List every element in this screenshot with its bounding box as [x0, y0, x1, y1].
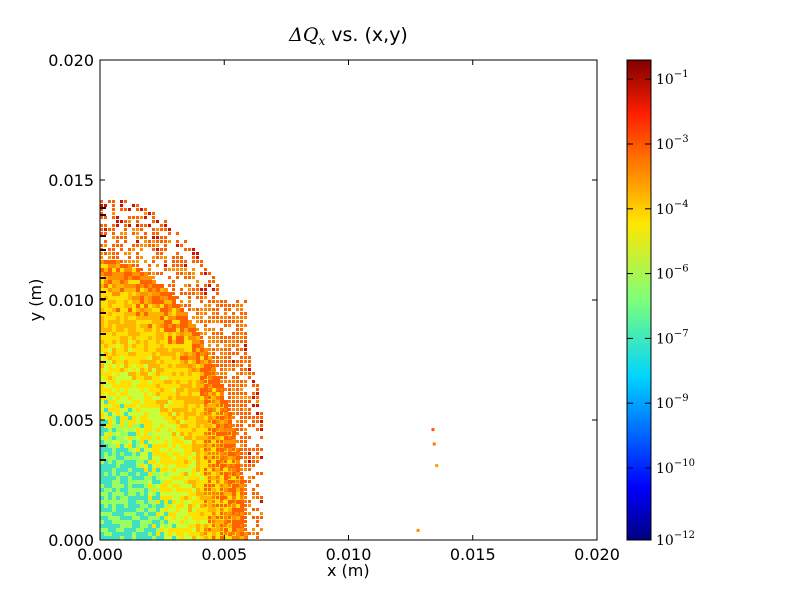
data-point [416, 528, 420, 532]
colorbar-label: 10−7 [656, 328, 689, 347]
y-axis-label: y (m) [25, 278, 45, 322]
colorbar-label: 10−6 [656, 264, 689, 283]
colorbar [626, 59, 652, 541]
colorbar-label: 10−1 [656, 69, 689, 88]
x-tick-label: 0.010 [326, 545, 372, 564]
x-axis-ticks: 0.000 0.005 0.010 0.015 0.020 [77, 60, 620, 564]
data-point [435, 464, 439, 468]
title-suffix: vs. (x,y) [325, 24, 408, 46]
x-tick-label: 0.005 [201, 545, 247, 564]
colorbar-label: 10−12 [656, 530, 695, 549]
x-tick-label: 0.000 [77, 545, 123, 564]
colorbar-label: 10−3 [656, 134, 689, 153]
isolated-points [416, 428, 439, 532]
x-axis-label: x (m) [327, 561, 370, 580]
y-tick-label: 0.005 [48, 411, 94, 430]
colorbar-label: 10−9 [656, 393, 689, 412]
title-math-subscript: x [318, 34, 326, 48]
y-tick-label: 0.020 [48, 51, 94, 70]
y-axis-ticks: 0.000 0.005 0.010 0.015 0.020 [48, 51, 597, 550]
colorbar-labels: 10−1 10−3 10−4 10−6 10−7 10−9 10−10 10−12 [627, 69, 695, 549]
chart-title: ΔQx vs. (x,y) [100, 24, 597, 48]
data-point [432, 442, 436, 446]
y-tick-label: 0.000 [48, 531, 94, 550]
data-point [431, 428, 435, 432]
y-tick-label: 0.010 [48, 291, 94, 310]
x-tick-label: 0.015 [450, 545, 496, 564]
heatmap-layer [100, 200, 263, 540]
y-tick-label: 0.015 [48, 171, 94, 190]
colorbar-label: 10−10 [656, 458, 695, 477]
title-math-symbol: ΔQ [289, 24, 319, 46]
x-tick-label: 0.020 [574, 545, 620, 564]
colorbar-label: 10−4 [656, 199, 689, 218]
